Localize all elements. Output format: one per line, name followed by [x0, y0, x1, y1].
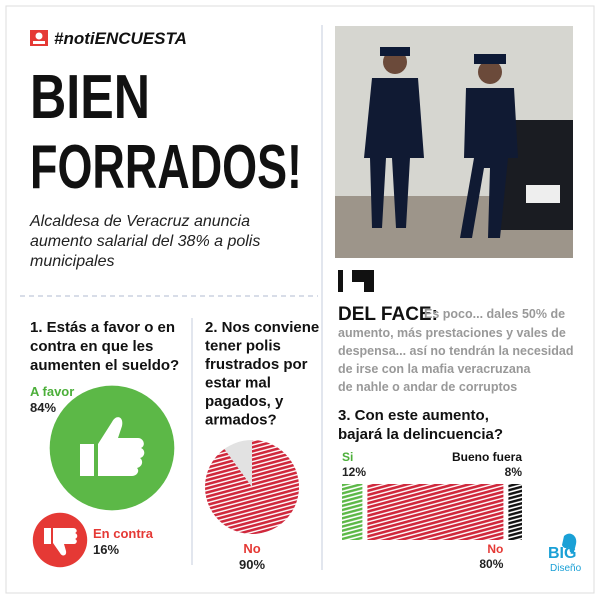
- header-icon: [30, 30, 48, 46]
- answer-value: 84%: [30, 400, 56, 415]
- comment-text: de nahle o andar de corruptos: [338, 380, 517, 394]
- comment-text: aumento, más prestaciones y vales de: [338, 326, 566, 340]
- subtitle: municipales: [30, 253, 114, 270]
- bar: [342, 484, 363, 540]
- bar: [508, 484, 522, 540]
- pie-slice: [204, 440, 299, 534]
- question: armados?: [205, 412, 277, 429]
- logo-icon: [562, 533, 577, 552]
- question: 3. Con este aumento,: [338, 407, 489, 424]
- answer-label: No: [487, 542, 503, 556]
- answer-label: No: [243, 541, 260, 556]
- logo: BIG: [548, 545, 576, 562]
- question: aumenten el sueldo?: [30, 357, 179, 374]
- question: frustrados por: [205, 356, 308, 373]
- answer-value: 80%: [479, 557, 503, 571]
- frame: [5, 5, 595, 594]
- photo: [335, 26, 573, 258]
- answer-label: Si: [342, 450, 353, 464]
- thumbs-down: [44, 528, 78, 556]
- answer-label: A favor: [30, 384, 74, 399]
- answer-value: 12%: [342, 465, 366, 479]
- question: tener polis: [205, 338, 281, 355]
- subtitle: Alcaldesa de Veracruz anuncia: [29, 213, 250, 230]
- question: bajará la delincuencia?: [338, 426, 503, 443]
- answer-value: 16%: [93, 542, 119, 557]
- subtitle: aumento salarial del 38% a polis: [30, 233, 260, 250]
- title: BIEN: [30, 63, 150, 132]
- comment-text: de irse con la mafia veracruzana: [338, 362, 532, 376]
- answer-value: 8%: [505, 465, 523, 479]
- answer-value: 90%: [239, 557, 265, 572]
- title: FORRADOS!: [30, 133, 302, 202]
- header-tag: #notiENCUESTA: [54, 29, 187, 48]
- answer-label: En contra: [93, 526, 154, 541]
- question: 1. Estás a favor o en: [30, 319, 175, 336]
- logo-sub: Diseño: [550, 563, 582, 574]
- bar: [367, 484, 504, 540]
- question: pagados, y: [205, 393, 284, 410]
- question: contra en que les: [30, 338, 153, 355]
- answer-label: Bueno fuera: [452, 450, 522, 464]
- thumbs-up: [80, 417, 145, 476]
- comment-text: Es poco... dales 50% de: [424, 307, 565, 321]
- question: 2. Nos conviene: [205, 319, 319, 336]
- question: estar mal: [205, 375, 271, 392]
- comment-label: DEL FACE:: [338, 304, 438, 325]
- comment-text: despensa... así no tendrán la necesidad: [338, 344, 574, 358]
- quote-icon: [338, 270, 374, 292]
